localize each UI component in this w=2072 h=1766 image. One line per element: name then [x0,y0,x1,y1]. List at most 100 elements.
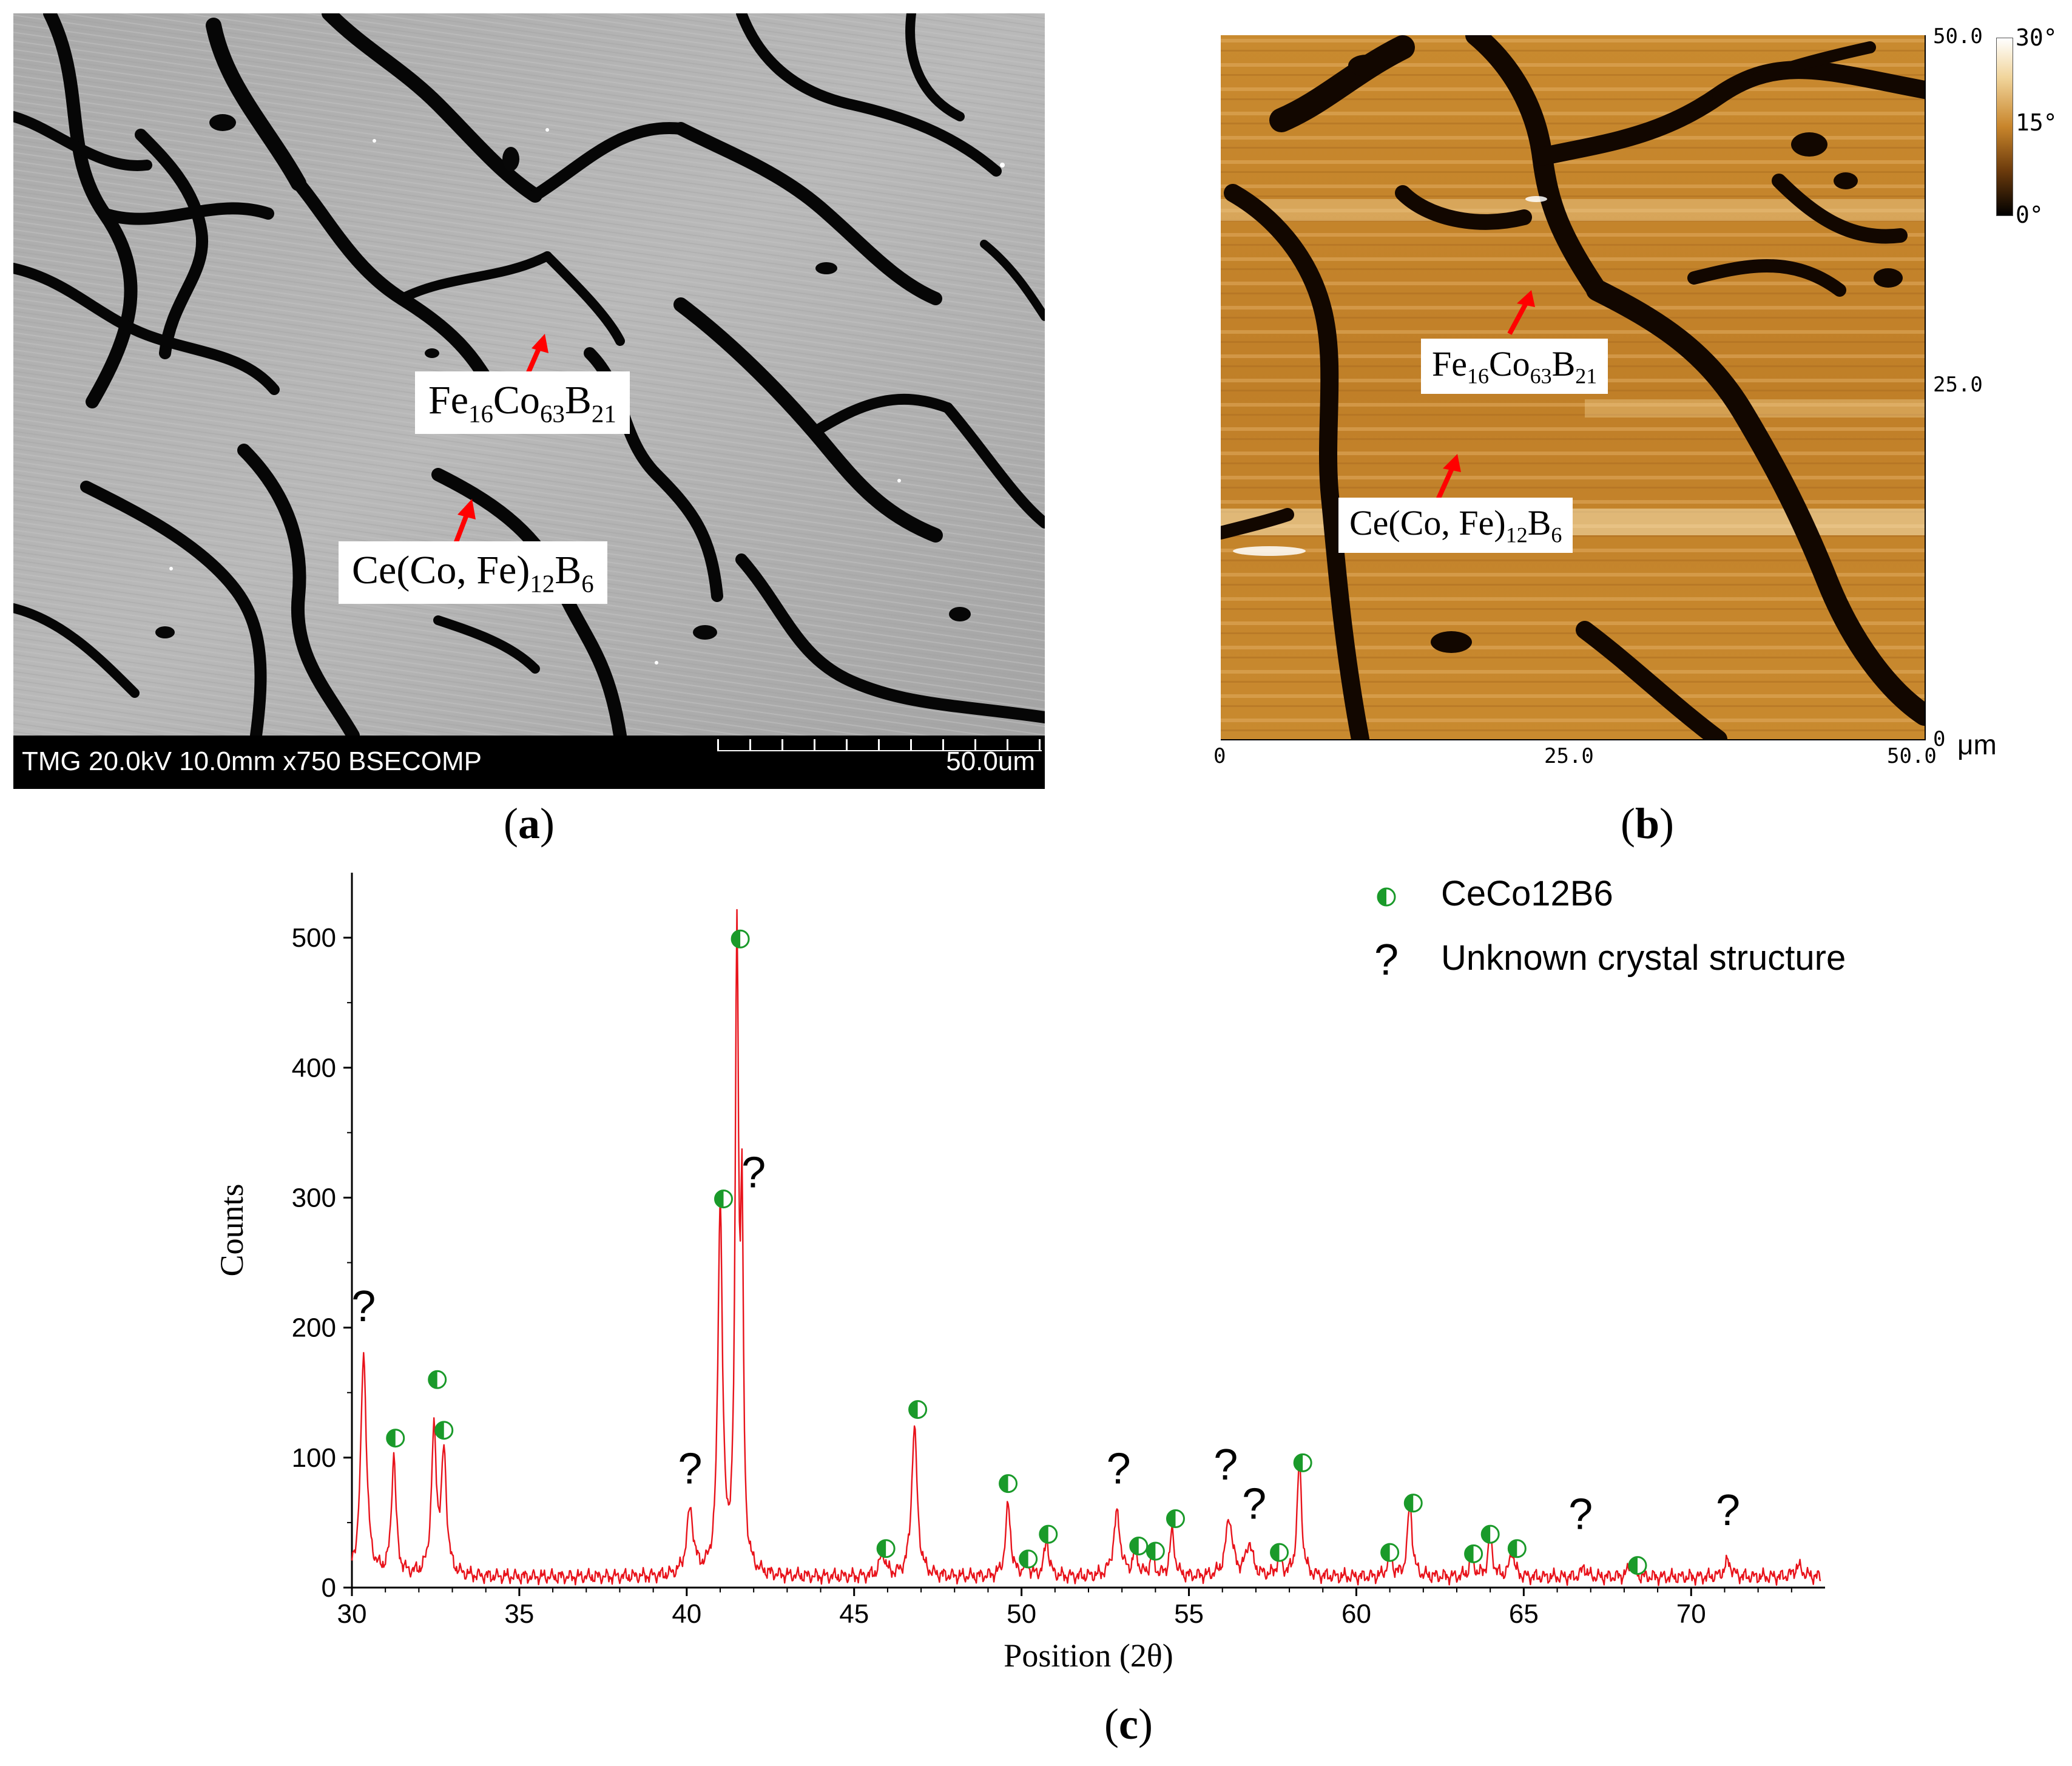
phase-marker-fill [732,930,741,948]
x-tick-label: 50 [1007,1599,1036,1629]
colorbar-tick-15: 15° [2016,109,2057,136]
phase-marker-fill [1381,1544,1390,1561]
arrow-fe-phase-b [1507,290,1535,335]
phase-marker-cecob [999,1474,1018,1494]
phase-marker-fill [1482,1526,1491,1543]
callout-cecofe12b6-b: Ce(Co, Fe)12B6 [1338,498,1573,553]
phase-marker-cecob [1019,1549,1038,1569]
phase-marker-fill [1019,1550,1028,1568]
legend-unknown-symbol: ? [1374,936,1399,984]
xrd-chart: 30 35 40 45 50 55 60 65 70 0 100 200 300 400 500 Positi… [214,873,1846,1674]
colorbar [1996,38,2013,216]
afm-unit-label: μm [1957,729,1997,760]
phase-marker-cecob [714,1189,734,1209]
phase-marker-fill [909,1401,918,1418]
panel-label-a: (a) [504,799,555,848]
phase-marker-cecob [908,1400,928,1419]
afm-y-tick-50: 50.0 [1933,24,1983,49]
xrd-pattern-line [351,908,1821,1586]
x-tick-label: 60 [1341,1599,1371,1629]
afm-phase-image [1221,35,1925,739]
colorbar-tick-0: 0° [2016,201,2043,228]
phase-marker-fill [999,1475,1008,1492]
phase-marker-cecob [731,929,750,949]
phase-marker-cecob [1270,1543,1289,1562]
phase-marker-fill [715,1190,724,1208]
y-tick-label: 400 [292,1053,336,1083]
afm-y-tick-25: 25.0 [1933,373,1983,397]
unknown-phase-marker: ? [678,1445,702,1494]
afm-y-axis [1925,35,1926,739]
legend-label-unknown: Unknown crystal structure [1441,938,1846,978]
unknown-phase-marker: ? [1242,1480,1266,1528]
legend-label-cecob: CeCo12B6 [1441,874,1613,913]
unknown-phase-marker: ? [351,1282,376,1331]
phase-marker-fill [1271,1544,1280,1561]
panel-a: TMG 20.0kV 10.0mm x750 BSECOMP 50.0um Fe… [13,13,1045,789]
callout-fe16co63b21-a: Fe16Co63B21 [415,371,630,435]
callout-fe16co63b21-b: Fe16Co63B21 [1421,339,1608,394]
phase-marker-fill [1405,1494,1414,1512]
afm-x-tick-25: 25.0 [1544,744,1594,768]
phase-marker-fill [435,1421,444,1439]
phase-marker-fill [1039,1526,1048,1543]
unknown-phase-marker: ? [1107,1445,1131,1494]
phase-marker-cecob [434,1421,454,1440]
x-tick-label: 70 [1676,1599,1706,1629]
legend-symbol-fill [1378,888,1386,905]
phase-marker-cecob [1480,1524,1500,1544]
phase-marker-fill [1147,1543,1156,1560]
phase-marker-cecob [1507,1539,1527,1558]
x-tick-label: 55 [1174,1599,1204,1629]
phase-marker-fill [1167,1510,1176,1527]
phase-marker-cecob [1380,1543,1400,1562]
scale-bar-label: 50.0um [946,746,1035,776]
y-axis-title: Counts [214,1183,250,1276]
unknown-phase-marker: ? [1716,1486,1740,1535]
phase-marker-cecob [1403,1494,1423,1513]
y-tick-label: 0 [322,1573,336,1603]
phase-marker-cecob [1293,1453,1312,1472]
panel-label-c: (c) [1104,1700,1153,1748]
sem-info-bar: TMG 20.0kV 10.0mm x750 BSECOMP 50.0um [13,736,1045,789]
phase-marker-fill [877,1540,886,1557]
scale-bar-ticks [717,739,1042,751]
afm-x-axis [1221,739,1926,740]
afm-x-tick-0: 0 [1213,744,1226,768]
sem-info-text: TMG 20.0kV 10.0mm x750 BSECOMP [22,746,482,776]
phase-marker-cecob [1628,1556,1647,1575]
phase-marker-fill [428,1371,437,1389]
afm-y-tick-0: 0 [1933,727,1946,751]
phase-marker-fill [1130,1537,1139,1555]
legend-phase-symbol [1377,887,1396,907]
y-tick-label: 100 [292,1443,336,1473]
x-tick-label: 65 [1509,1599,1539,1629]
y-tick-label: 300 [292,1183,336,1213]
phase-marker-cecob [1129,1536,1149,1555]
panel-c: 30 35 40 45 50 55 60 65 70 0 100 200 300 400 500 Positi… [0,862,2072,1766]
phase-marker-fill [1465,1545,1474,1563]
phase-marker-fill [1628,1557,1638,1574]
panel-b: 30° 15° 0° 50.0 25.0 0 0 25.0 50.0 μm Fe… [1213,24,2063,801]
colorbar-tick-30: 30° [2016,24,2057,51]
y-tick-label: 200 [292,1313,336,1343]
y-tick-label: 500 [292,923,336,953]
phase-marker-cecob [876,1539,896,1558]
phase-marker-cecob [428,1370,447,1389]
x-tick-label: 30 [337,1599,367,1629]
phase-marker-cecob [1166,1509,1185,1528]
x-axis-title: Position (2θ) [1004,1637,1173,1674]
unknown-phase-marker: ? [1568,1490,1593,1539]
phase-marker-fill [1508,1540,1517,1557]
phase-marker-cecob [1146,1541,1165,1561]
phase-marker-fill [1294,1454,1303,1472]
phase-marker-fill [386,1429,396,1447]
unknown-phase-marker: ? [1213,1441,1238,1489]
phase-marker-cecob [1039,1524,1058,1544]
x-tick-label: 40 [672,1599,701,1629]
phase-marker-cecob [1464,1544,1483,1563]
afm-x-tick-50: 50.0 [1887,744,1937,768]
phase-marker-cecob [386,1429,405,1448]
x-tick-label: 35 [504,1599,534,1629]
panel-label-b: (b) [1620,799,1675,848]
